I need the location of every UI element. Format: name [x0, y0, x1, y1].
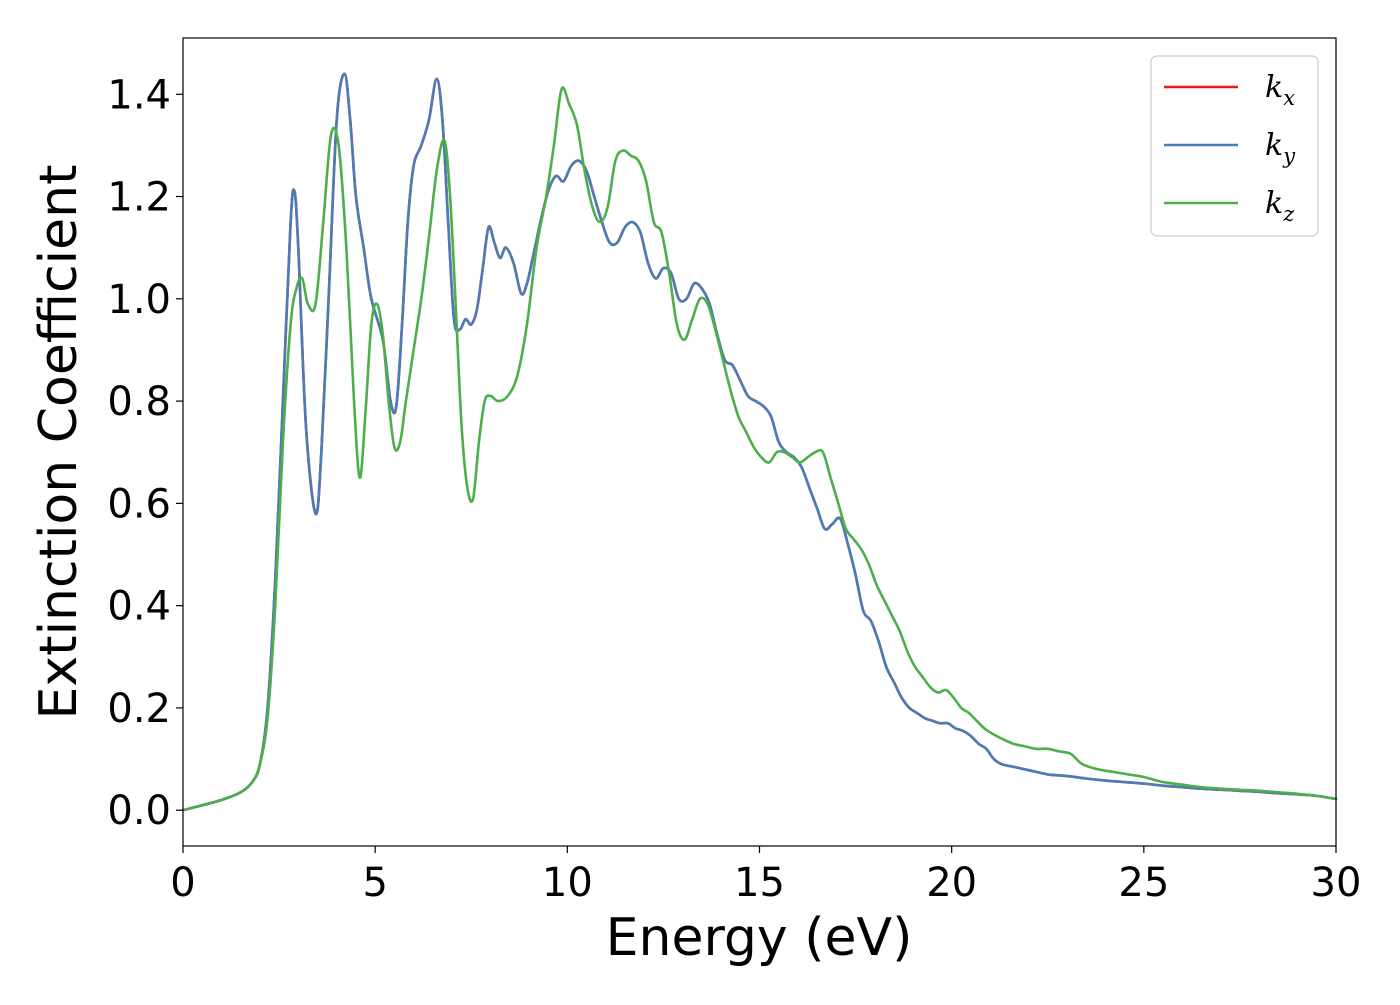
y-tick-label: 1.2 — [107, 175, 171, 221]
x-tick-label: 25 — [1118, 860, 1169, 906]
y-tick-label: 0.2 — [107, 686, 171, 732]
x-tick-label: 5 — [362, 860, 387, 906]
series-line-y — [181, 72, 1338, 812]
x-tick-label: 30 — [1311, 860, 1362, 906]
x-tick-label: 0 — [170, 860, 195, 906]
y-axis-ticks: 0.0 0.2 0.4 0.6 0.8 1.0 1.2 1.4 — [107, 72, 183, 834]
y-tick-label: 0.4 — [107, 584, 171, 630]
series-line-z — [181, 86, 1338, 812]
y-tick-label: 0.0 — [107, 788, 171, 834]
y-tick-label: 1.0 — [107, 277, 171, 323]
y-tick-label: 0.6 — [107, 481, 171, 527]
plot-area — [183, 38, 1336, 846]
x-axis-label: Energy (eV) — [606, 908, 913, 968]
y-axis-label: Extinction Coefficient — [29, 165, 89, 720]
y-tick-label: 0.8 — [107, 379, 171, 425]
x-tick-label: 20 — [926, 860, 977, 906]
y-tick-label: 1.4 — [107, 72, 171, 118]
x-tick-label: 15 — [734, 860, 785, 906]
series-layer — [181, 72, 1338, 812]
x-axis-ticks: 0 5 10 15 20 25 30 — [170, 846, 1361, 906]
legend-label-y: ky — [1265, 128, 1296, 168]
x-tick-label: 10 — [542, 860, 593, 906]
